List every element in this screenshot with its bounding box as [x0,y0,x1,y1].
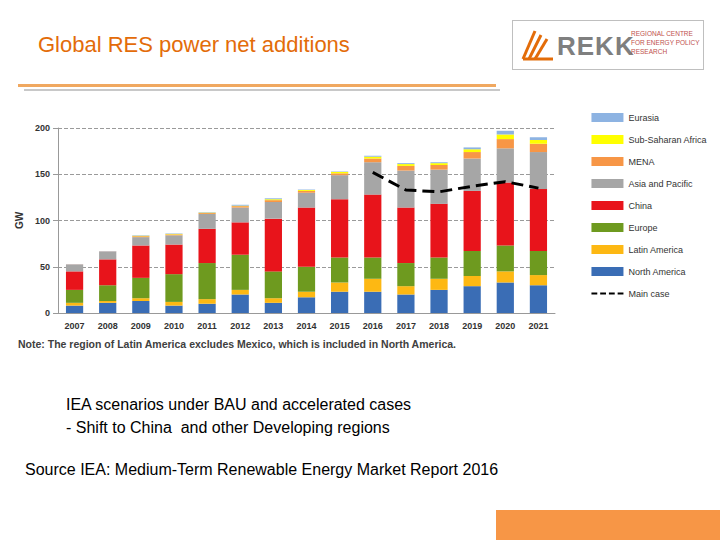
html-text:IEA scenarios under BAU and ac: IEA scenarios under BAU and accelerated … [66,396,412,413]
svg-text:50: 50 [40,262,50,272]
svg-text:2018: 2018 [429,321,449,331]
svg-text:Main case: Main case [628,289,669,299]
svg-text:2010: 2010 [164,321,184,331]
svg-text:MENA: MENA [628,157,654,167]
svg-text:Latin America: Latin America [628,245,683,255]
svg-text:2016: 2016 [363,321,383,331]
svg-text:2013: 2013 [263,321,283,331]
svg-text:200: 200 [35,123,50,133]
svg-text:2015: 2015 [330,321,350,331]
svg-text:Eurasia: Eurasia [628,113,659,123]
svg-text:China: China [628,201,652,211]
svg-text:2020: 2020 [495,321,515,331]
svg-text:2014: 2014 [296,321,316,331]
svg-text:North America: North America [628,267,685,277]
svg-text:150: 150 [35,169,50,179]
svg-text:0: 0 [45,308,50,318]
svg-text:2011: 2011 [197,321,217,331]
html-text:- Shift to China and other Dev: - Shift to China and other Developing re… [66,419,390,436]
svg-text:Sub-Saharan Africa: Sub-Saharan Africa [628,135,706,145]
svg-text:2007: 2007 [65,321,85,331]
svg-text:2017: 2017 [396,321,416,331]
svg-text:100: 100 [35,216,50,226]
html-text:Source IEA: Medium-Term Renewa: Source IEA: Medium-Term Renewable Energy… [25,461,499,478]
svg-text:Europe: Europe [628,223,657,233]
html-text:REGIONAL CENTRE FOR ENERGY POL: REGIONAL CENTRE FOR ENERGY POLICY RESEAR… [631,30,700,55]
svg-text:GW: GW [14,211,25,229]
svg-text:2012: 2012 [230,321,250,331]
svg-text:2021: 2021 [528,321,548,331]
svg-text:2009: 2009 [131,321,151,331]
svg-text:Asia and Pacific: Asia and Pacific [628,179,693,189]
html-text:Note: The region of Latin Amer: Note: The region of Latin America exclud… [18,338,456,350]
svg-text:2019: 2019 [462,321,482,331]
svg-text:2008: 2008 [98,321,118,331]
html-text:Global RES power net additions: Global RES power net additions [38,32,350,57]
html-text:REKK: REKK [557,31,635,61]
